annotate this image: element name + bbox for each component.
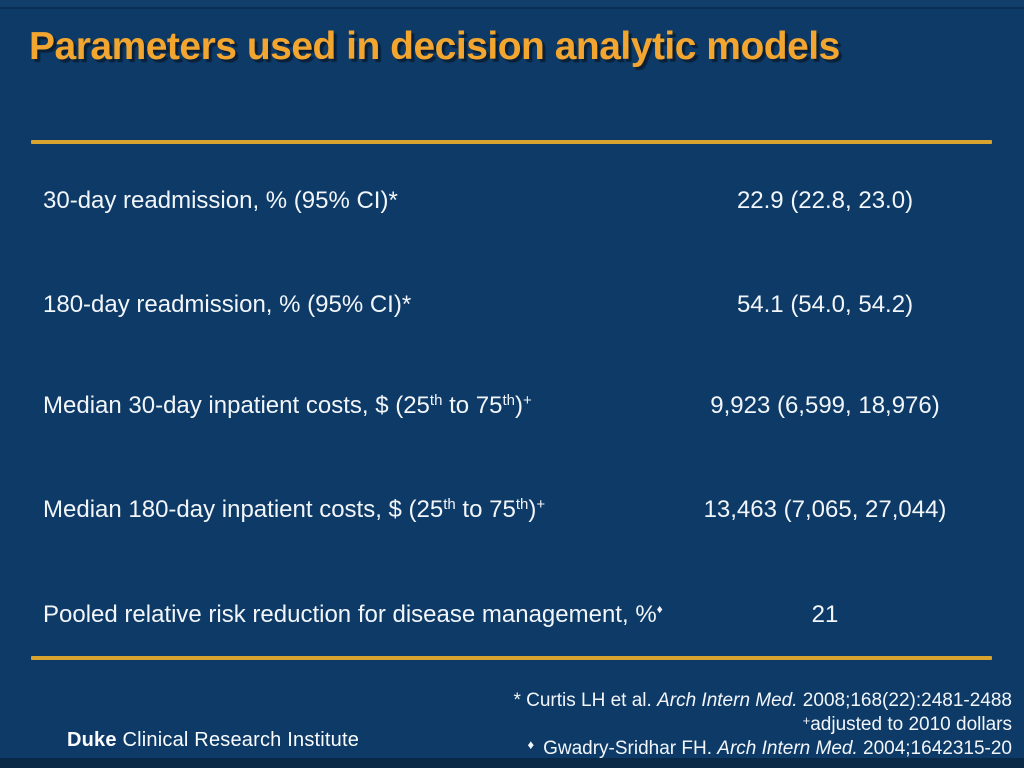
row-label: Median 180-day inpatient costs, $ (25th … <box>43 496 545 524</box>
diamond-marker: ♦ <box>527 737 535 752</box>
table-row: 180-day readmission, % (95% CI)* 54.1 (5… <box>0 291 1024 321</box>
plus-marker: + <box>802 713 811 728</box>
row-label: 180-day readmission, % (95% CI)* <box>43 291 411 319</box>
bottom-edge-strip <box>0 758 1024 768</box>
superscript-th: th <box>429 392 443 409</box>
footnote-text: 2008;168(22):2481-2488 <box>797 690 1012 711</box>
row-label: Median 30-day inpatient costs, $ (25th t… <box>43 392 532 420</box>
superscript-plus: + <box>536 496 546 513</box>
table-row: Pooled relative risk reduction for disea… <box>0 601 1024 631</box>
footnote-adjusted-dollars: +adjusted to 2010 dollars <box>513 713 1012 737</box>
row-value: 13,463 (7,065, 27,044) <box>703 496 947 523</box>
footnotes: * Curtis LH et al. Arch Intern Med. 2008… <box>513 689 1012 761</box>
footnote-text: * Curtis LH et al. <box>513 690 658 711</box>
footnote-text: Gwadry-Sridhar FH. <box>543 738 718 759</box>
duke-clinical-research-institute-logo: Duke Clinical Research Institute <box>67 729 359 752</box>
superscript-th: th <box>515 496 529 513</box>
row-label: 30-day readmission, % (95% CI)* <box>43 187 398 215</box>
row-label-text: to 75 <box>442 392 503 419</box>
logo-duke: Duke <box>67 729 117 751</box>
slide-title: Parameters used in decision analytic mod… <box>29 25 840 68</box>
row-label-text: 180-day readmission, % (95% CI)* <box>43 291 412 318</box>
row-value: 54.1 (54.0, 54.2) <box>736 291 914 318</box>
footnote-journal: Arch Intern Med. <box>657 690 798 711</box>
row-label-text: Median 180-day inpatient costs, $ (25 <box>43 496 444 523</box>
top-edge-strip <box>0 0 1024 9</box>
footnote-text: 2004;1642315-20 <box>857 738 1012 759</box>
row-label-text: 30-day readmission, % (95% CI)* <box>43 187 398 214</box>
superscript-diamond: ♦ <box>656 602 663 616</box>
row-label: Pooled relative risk reduction for disea… <box>43 601 663 629</box>
logo-rest: Clinical Research Institute <box>116 729 360 751</box>
row-value: 22.9 (22.8, 23.0) <box>736 187 914 214</box>
superscript-th: th <box>443 496 456 513</box>
footnote-curtis: * Curtis LH et al. Arch Intern Med. 2008… <box>513 689 1012 713</box>
footnote-journal: Arch Intern Med. <box>717 738 858 759</box>
table-row: 30-day readmission, % (95% CI)* 22.9 (22… <box>0 187 1024 217</box>
top-divider-line <box>31 140 992 144</box>
footnote-text: adjusted to 2010 dollars <box>810 714 1012 735</box>
row-label-text: ) <box>514 392 523 419</box>
row-value: 21 <box>811 601 839 628</box>
superscript-th: th <box>502 392 515 409</box>
row-label-text: Median 30-day inpatient costs, $ (25 <box>43 392 430 419</box>
footnote-gwadry: ♦ Gwadry-Sridhar FH. Arch Intern Med. 200… <box>513 737 1012 761</box>
row-value: 9,923 (6,599, 18,976) <box>710 392 940 419</box>
superscript-plus: + <box>522 392 532 409</box>
row-label-text: ) <box>528 496 537 523</box>
table-row: Median 180-day inpatient costs, $ (25th … <box>0 496 1024 526</box>
table-row: Median 30-day inpatient costs, $ (25th t… <box>0 392 1024 422</box>
row-label-text: Pooled relative risk reduction for disea… <box>43 601 657 628</box>
row-label-text: to 75 <box>455 496 516 523</box>
bottom-divider-line <box>31 656 992 660</box>
